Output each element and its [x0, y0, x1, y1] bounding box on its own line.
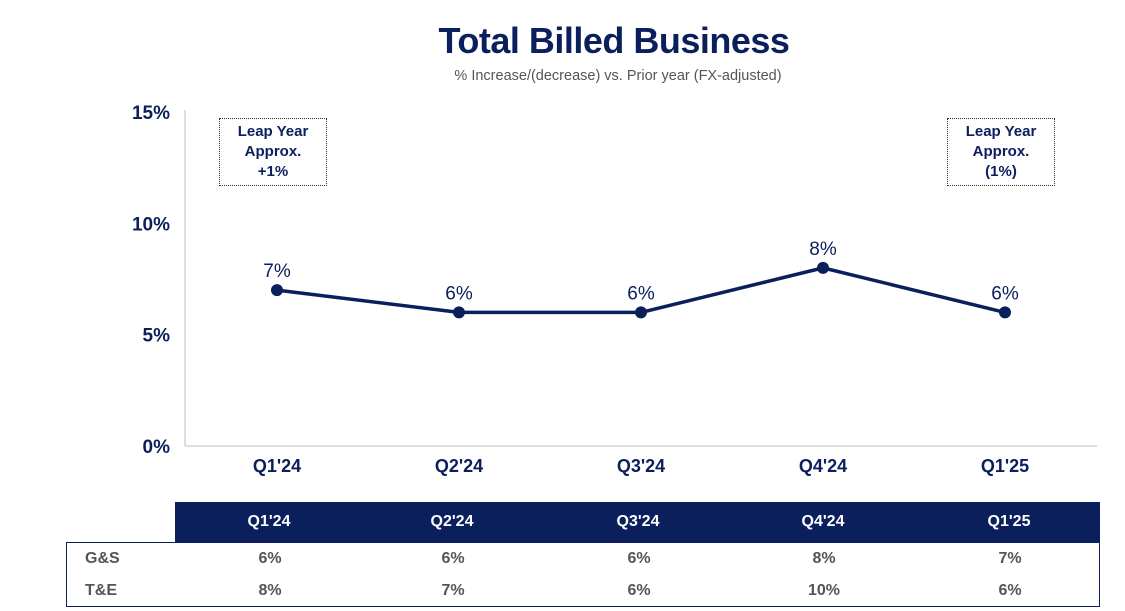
data-label: 6%: [445, 283, 473, 304]
y-tick-label: 5%: [143, 326, 171, 347]
data-label: 6%: [991, 283, 1019, 304]
x-tick-label: Q2'24: [435, 456, 483, 476]
y-tick-label: 0%: [143, 437, 171, 458]
segment-table: Q1'24 Q2'24 Q3'24 Q4'24 Q1'25 G&S 6% 6% …: [66, 502, 1100, 607]
table-cell: 8%: [258, 582, 282, 599]
y-tick-label: 15%: [132, 103, 170, 124]
leap-year-note-right-line1: Leap Year: [965, 123, 1037, 140]
table-body: G&S 6% 6% 6% 8% 7% T&E 8% 7% 6% 10% 6%: [66, 542, 1100, 607]
table-cell: 7%: [998, 550, 1022, 567]
table-col-header: Q2'24: [430, 513, 474, 530]
leap-year-note-left-line3: +1%: [257, 163, 289, 180]
table-col-header: Q4'24: [801, 513, 845, 530]
chart-title: Total Billed Business: [438, 20, 790, 61]
data-point: [271, 284, 283, 297]
leap-year-note-left-line1: Leap Year: [237, 123, 309, 140]
table-header: Q1'24 Q2'24 Q3'24 Q4'24 Q1'25: [175, 502, 1100, 542]
data-label: 7%: [263, 261, 291, 282]
x-tick-label: Q3'24: [617, 456, 665, 476]
leap-year-note-right-line3: (1%): [985, 163, 1017, 180]
y-tick-label: 10%: [132, 214, 170, 235]
row-label-gs: G&S: [85, 550, 120, 567]
table-col-header: Q3'24: [616, 513, 660, 530]
line-chart: 0% 5% 10% 15% Q1'24 Q2'24 Q3'24 Q4'24 Q1'25 7% 6% 6…: [132, 103, 1097, 476]
data-point: [453, 306, 465, 319]
row-label-te: T&E: [85, 582, 117, 599]
leap-year-note-left: Leap Year Approx. +1%: [219, 118, 327, 186]
table-cell: 6%: [998, 582, 1022, 599]
table-col-header: Q1'25: [987, 513, 1031, 530]
x-tick-label: Q4'24: [799, 456, 847, 476]
table-cell: 6%: [258, 550, 282, 567]
data-point: [817, 261, 829, 274]
table-col-header: Q1'24: [247, 513, 291, 530]
chart-subtitle: % Increase/(decrease) vs. Prior year (FX…: [454, 68, 782, 84]
leap-year-note-right: Leap Year Approx. (1%): [947, 118, 1055, 186]
data-point: [635, 306, 647, 319]
x-tick-label: Q1'24: [253, 456, 301, 476]
x-tick-label: Q1'25: [981, 456, 1029, 476]
data-label: 8%: [809, 239, 837, 260]
leap-year-note-left-line2: Approx.: [244, 143, 302, 160]
table-cell: 6%: [627, 582, 651, 599]
table-cell: 6%: [441, 550, 465, 567]
data-point: [999, 306, 1011, 319]
table-cell: 7%: [441, 582, 465, 599]
data-label: 6%: [627, 283, 655, 304]
table-cell: 10%: [807, 582, 841, 599]
table-cell: 6%: [627, 550, 651, 567]
leap-year-note-right-line2: Approx.: [972, 143, 1030, 160]
table-cell: 8%: [812, 550, 836, 567]
